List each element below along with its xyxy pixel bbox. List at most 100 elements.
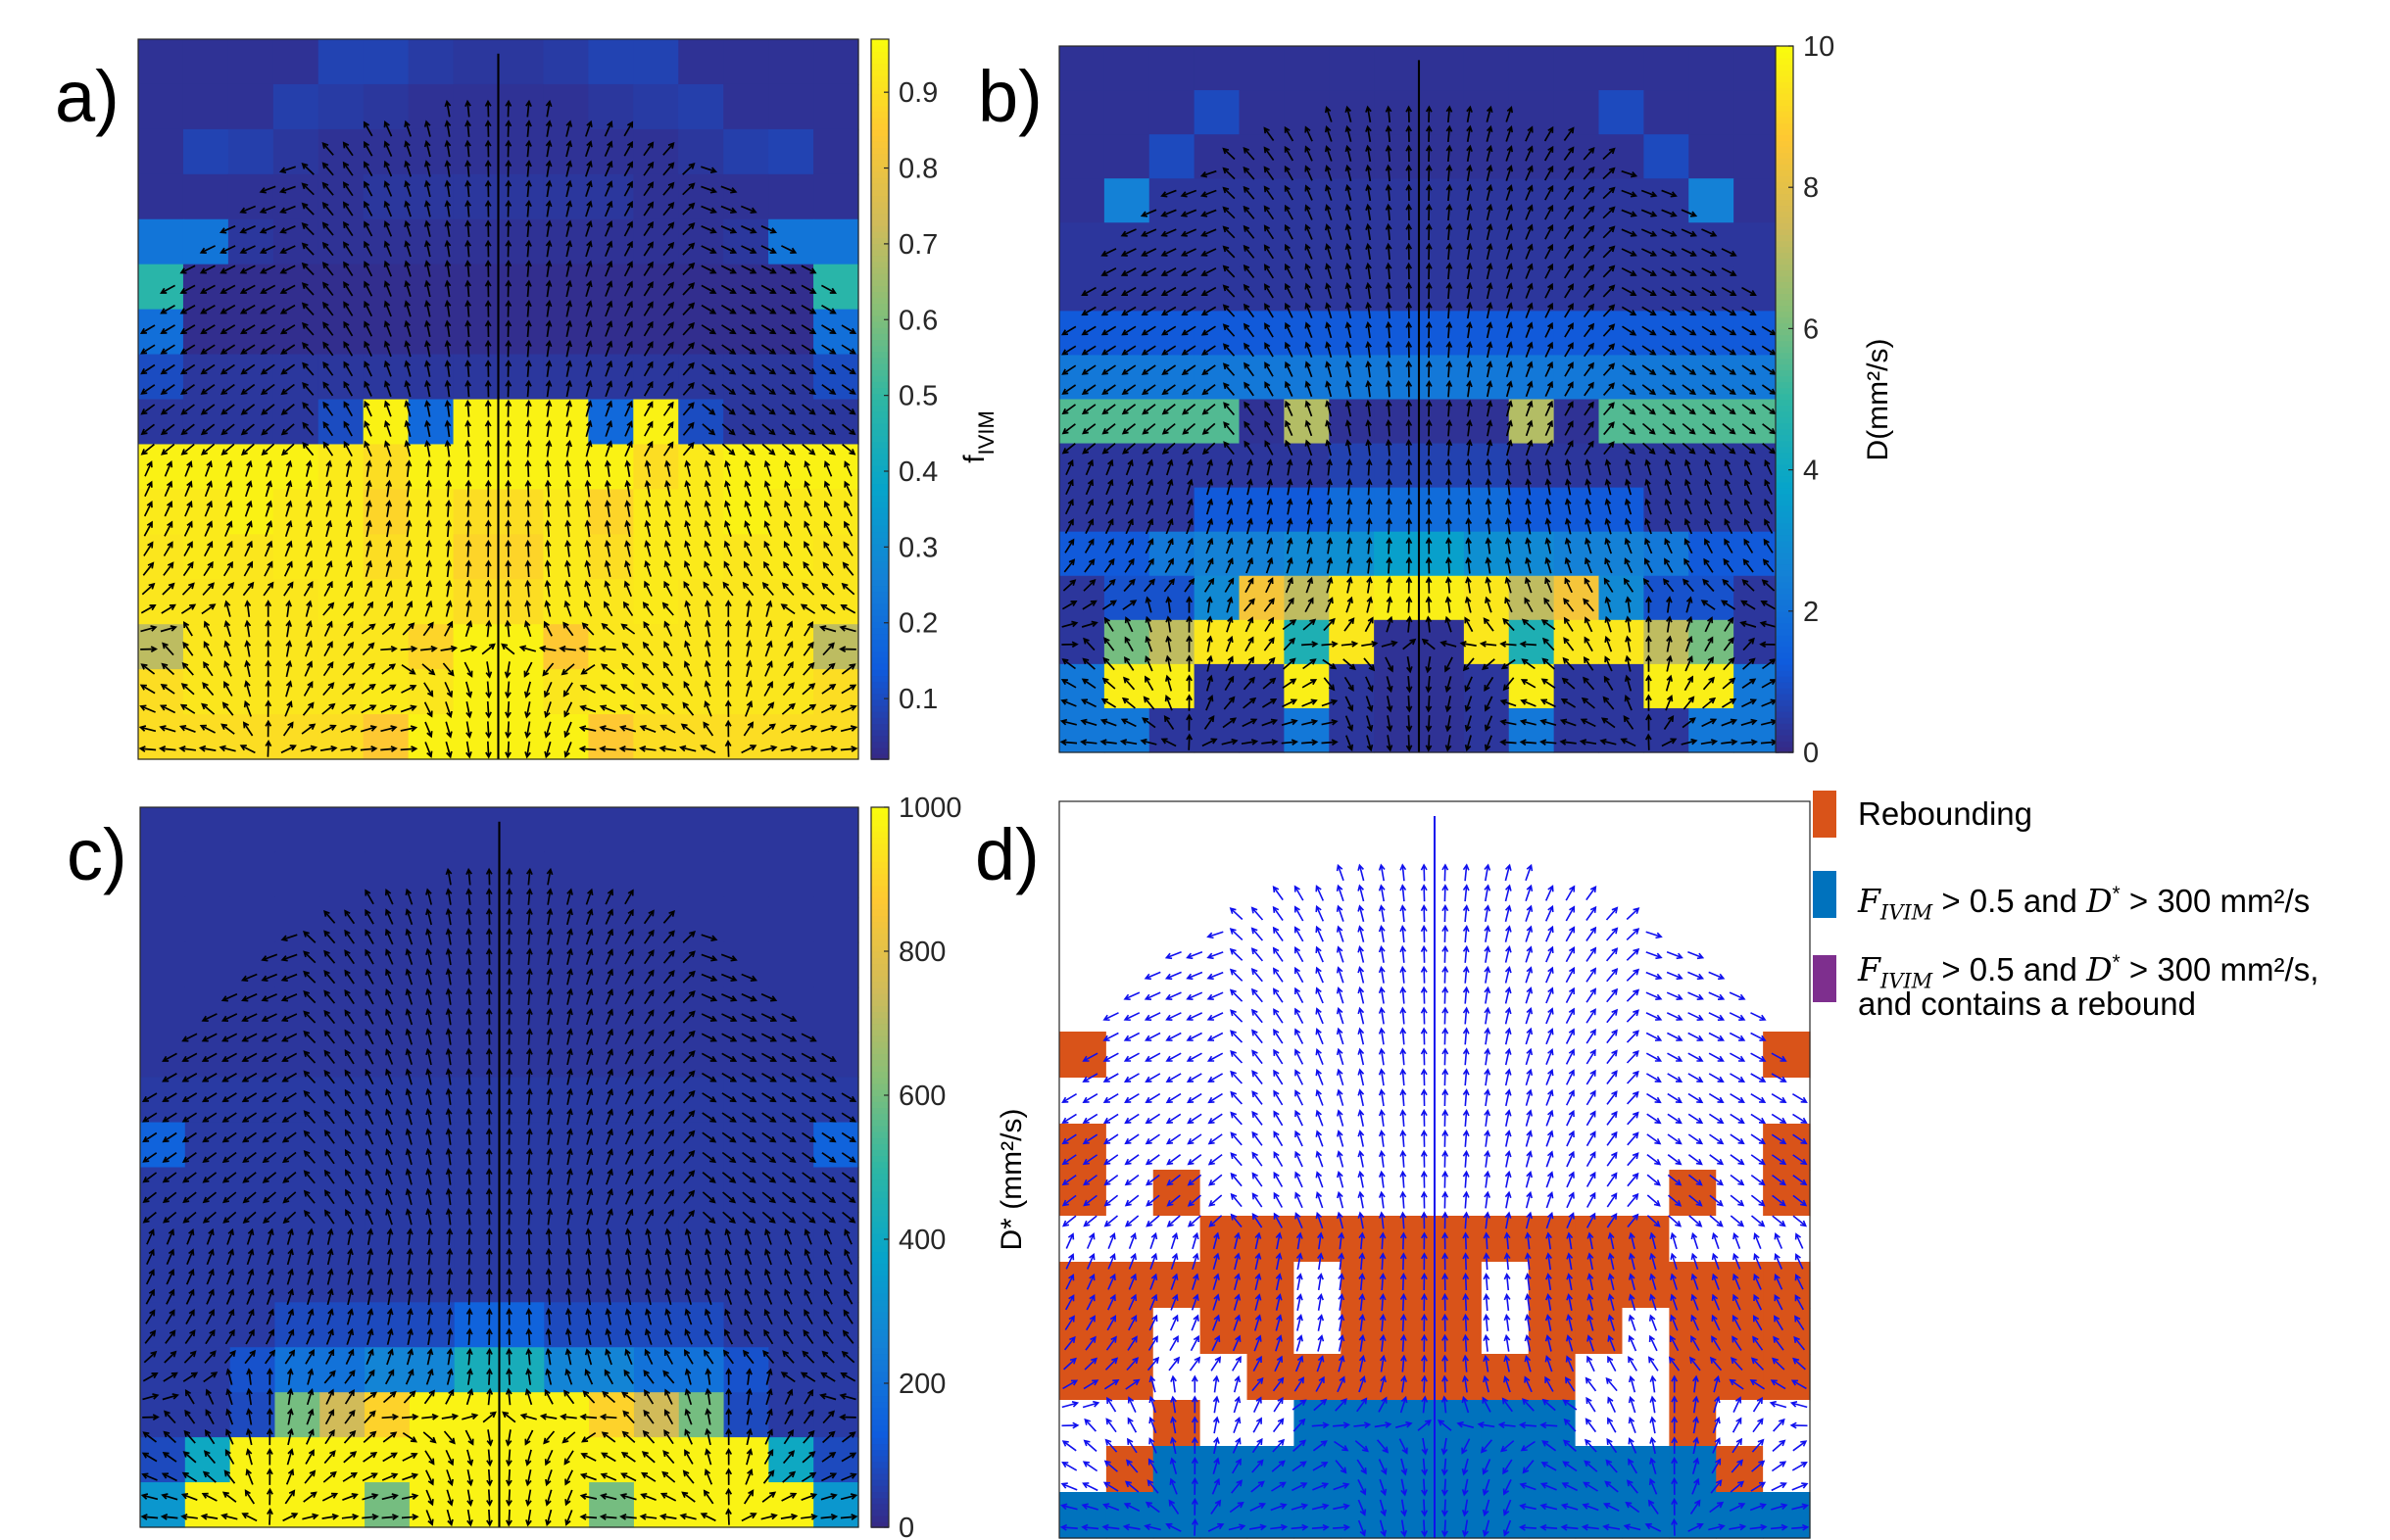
flow-arrow [841, 684, 857, 695]
heatmap-cell [182, 579, 229, 625]
flow-arrow [324, 1189, 335, 1205]
flow-arrow [1243, 264, 1255, 279]
flow-arrow [325, 1327, 334, 1345]
flow-arrow [1201, 422, 1216, 435]
flow-arrow [1681, 209, 1698, 217]
flow-arrow [1641, 345, 1657, 356]
flow-arrow [343, 1429, 357, 1444]
flow-arrow [181, 1092, 198, 1103]
flow-arrow [1479, 641, 1497, 648]
heatmap-cell [138, 669, 184, 715]
heatmap-cell [1733, 619, 1780, 665]
flow-arrow [1504, 537, 1512, 554]
flow-arrow [1160, 189, 1177, 198]
flow-arrow [1361, 640, 1379, 648]
flow-arrow [1405, 676, 1413, 694]
heatmap-cell [1669, 1492, 1717, 1539]
flow-arrow [1683, 498, 1692, 515]
flow-arrow [1185, 537, 1194, 554]
flow-arrow [683, 1149, 696, 1164]
flow-arrow [1405, 360, 1413, 378]
flow-arrow [1284, 165, 1294, 181]
flow-arrow [545, 1307, 553, 1325]
flow-arrow [423, 400, 431, 417]
flow-arrow [261, 404, 275, 415]
flow-arrow [265, 639, 272, 657]
flow-arrow [761, 1072, 777, 1083]
flow-arrow [485, 600, 492, 617]
flow-arrow [1445, 439, 1453, 457]
flow-arrow [1704, 636, 1714, 652]
flow-arrow [565, 379, 573, 398]
flow-arrow [585, 908, 594, 926]
flow-arrow [1282, 619, 1297, 631]
flow-arrow [485, 947, 493, 966]
flow-arrow [1284, 361, 1293, 377]
flow-arrow [505, 299, 512, 317]
flow-arrow [704, 519, 712, 538]
flow-arrow [1722, 677, 1736, 690]
heatmap-cell [1508, 487, 1555, 533]
flow-arrow [821, 1350, 835, 1364]
flow-arrow [1439, 640, 1457, 648]
flow-arrow [746, 659, 753, 678]
heatmap-cell [227, 218, 274, 265]
flow-arrow [586, 1208, 594, 1226]
flow-arrow [322, 1470, 337, 1483]
heatmap-cell [1733, 266, 1780, 312]
flow-arrow [505, 379, 512, 398]
heatmap-cell [1059, 1032, 1107, 1079]
flow-arrow [1165, 517, 1174, 535]
flow-arrow [201, 1052, 218, 1062]
heatmap-cell [723, 399, 769, 446]
flow-arrow [585, 319, 593, 337]
flow-arrow [1140, 228, 1157, 237]
flow-arrow [385, 519, 393, 538]
heatmap-cell [1059, 575, 1105, 621]
flow-arrow [841, 663, 856, 675]
heatmap-cell [1374, 707, 1420, 753]
flow-arrow [741, 1072, 757, 1083]
flow-arrow [1425, 262, 1433, 280]
flow-arrow [841, 704, 857, 713]
flow-arrow [819, 1393, 837, 1401]
flow-arrow [585, 928, 594, 945]
flow-arrow [701, 205, 717, 215]
flow-arrow [266, 1468, 273, 1485]
heatmap-cell [1419, 266, 1465, 312]
flow-arrow [1583, 655, 1594, 671]
flow-arrow [741, 1033, 757, 1042]
heatmap-cell [544, 987, 590, 1034]
flow-arrow [1222, 206, 1236, 219]
flow-arrow [1701, 228, 1718, 237]
flow-arrow [1661, 267, 1678, 276]
flow-arrow [683, 581, 694, 597]
flow-arrow [1365, 242, 1372, 261]
flow-arrow [724, 600, 732, 617]
heatmap-cell [272, 83, 319, 130]
flow-arrow [322, 361, 334, 376]
flow-arrow [401, 1414, 419, 1420]
heatmap-cell [1463, 134, 1510, 179]
flow-arrow [383, 440, 392, 457]
flow-arrow [1261, 698, 1278, 708]
flow-arrow [1425, 183, 1433, 202]
heatmap-cell [1329, 46, 1375, 91]
flow-arrow [302, 402, 315, 416]
flow-arrow [265, 459, 272, 477]
flow-arrow [525, 179, 532, 198]
heatmap-cell [1329, 443, 1375, 489]
flow-arrow [1365, 458, 1373, 476]
flow-arrow [364, 200, 373, 217]
flow-arrow [1344, 439, 1352, 457]
flow-arrow [804, 1309, 813, 1325]
flow-arrow [721, 1052, 738, 1062]
flow-arrow [1306, 498, 1313, 515]
flow-arrow [1485, 478, 1492, 496]
heatmap-cell [544, 1032, 590, 1079]
flow-arrow [1564, 283, 1575, 299]
flow-arrow [182, 1211, 197, 1224]
flow-arrow [342, 161, 354, 176]
flow-arrow [223, 681, 233, 697]
flow-arrow [465, 1227, 473, 1245]
